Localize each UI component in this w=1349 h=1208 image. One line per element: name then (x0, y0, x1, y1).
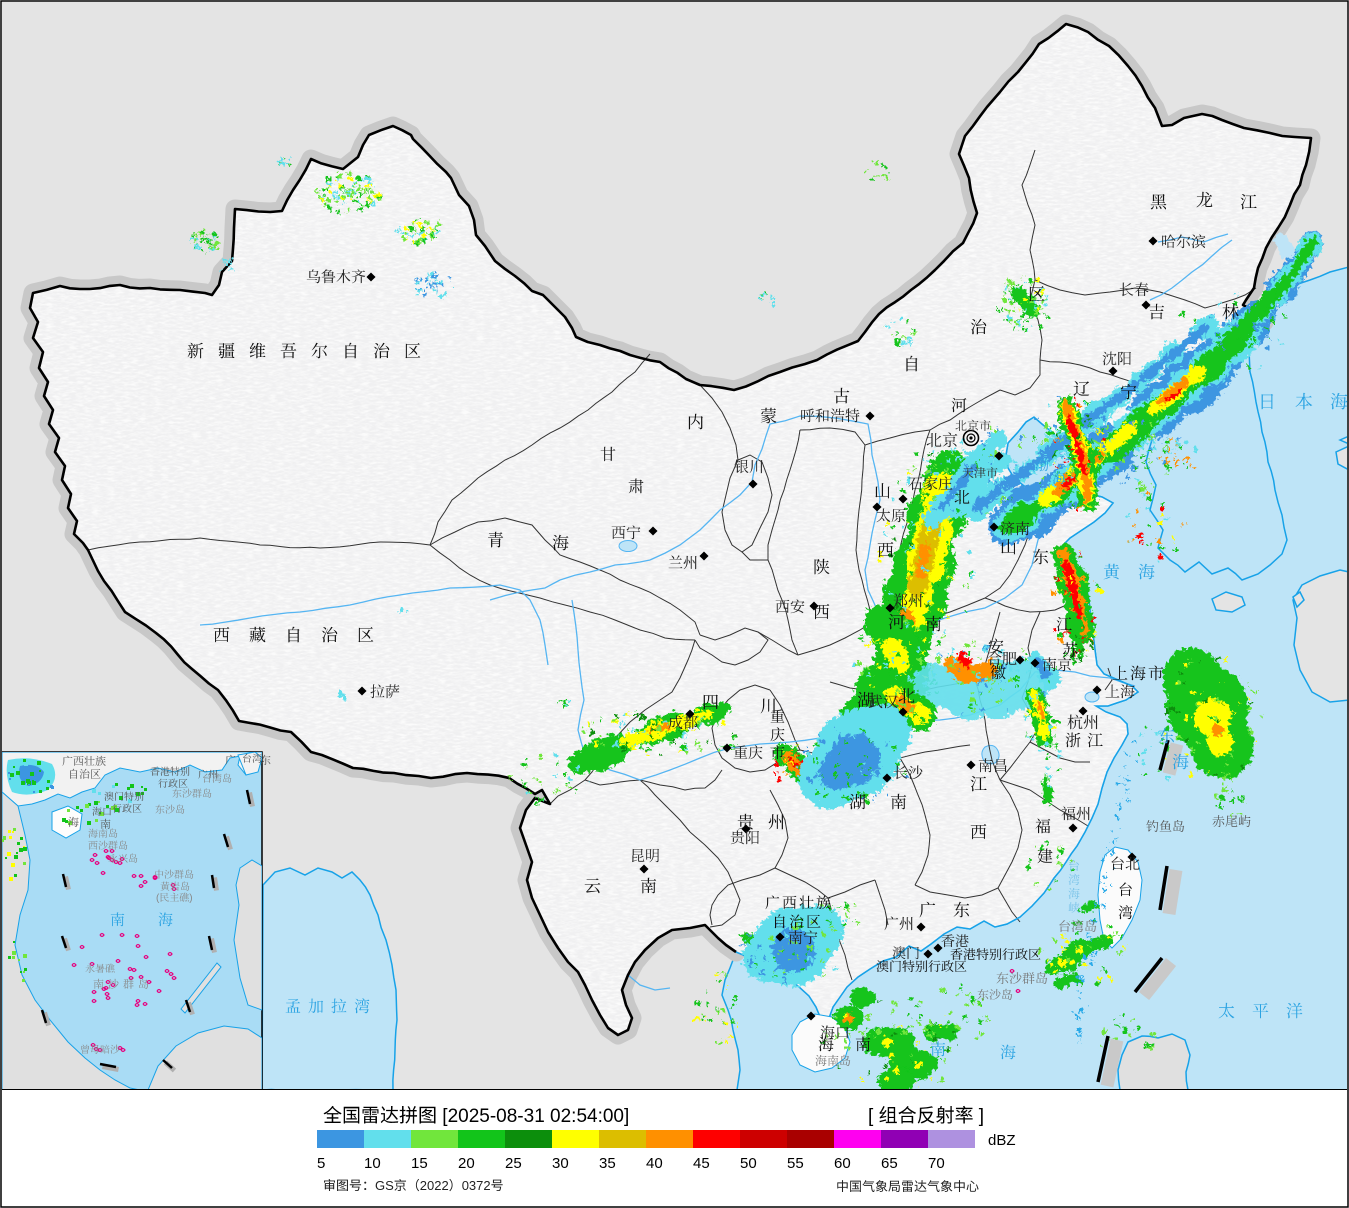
svg-text:[2025-08-31 02:54:00]: [2025-08-31 02:54:00] (442, 1106, 629, 1127)
svg-text:(: ( (156, 893, 160, 904)
svg-text:2022: 2022 (420, 1178, 449, 1193)
svg-text:]: ] (979, 1106, 984, 1127)
svg-text:40: 40 (646, 1155, 663, 1172)
svg-text:15: 15 (411, 1155, 428, 1172)
svg-text:45: 45 (693, 1155, 710, 1172)
svg-text:35: 35 (599, 1155, 616, 1172)
svg-text:50: 50 (740, 1155, 757, 1172)
svg-text:10: 10 (364, 1155, 381, 1172)
svg-text:0372: 0372 (462, 1178, 491, 1193)
svg-text:25: 25 (505, 1155, 522, 1172)
svg-text:60: 60 (834, 1155, 851, 1172)
svg-text:55: 55 (787, 1155, 804, 1172)
svg-text:[: [ (868, 1106, 874, 1127)
svg-text:70: 70 (928, 1155, 945, 1172)
svg-text:20: 20 (458, 1155, 475, 1172)
svg-text:dBZ: dBZ (988, 1132, 1016, 1149)
svg-text:GS: GS (375, 1178, 394, 1193)
svg-text:): ) (189, 893, 192, 904)
svg-text:5: 5 (317, 1155, 325, 1172)
svg-text:65: 65 (881, 1155, 898, 1172)
svg-text:30: 30 (552, 1155, 569, 1172)
